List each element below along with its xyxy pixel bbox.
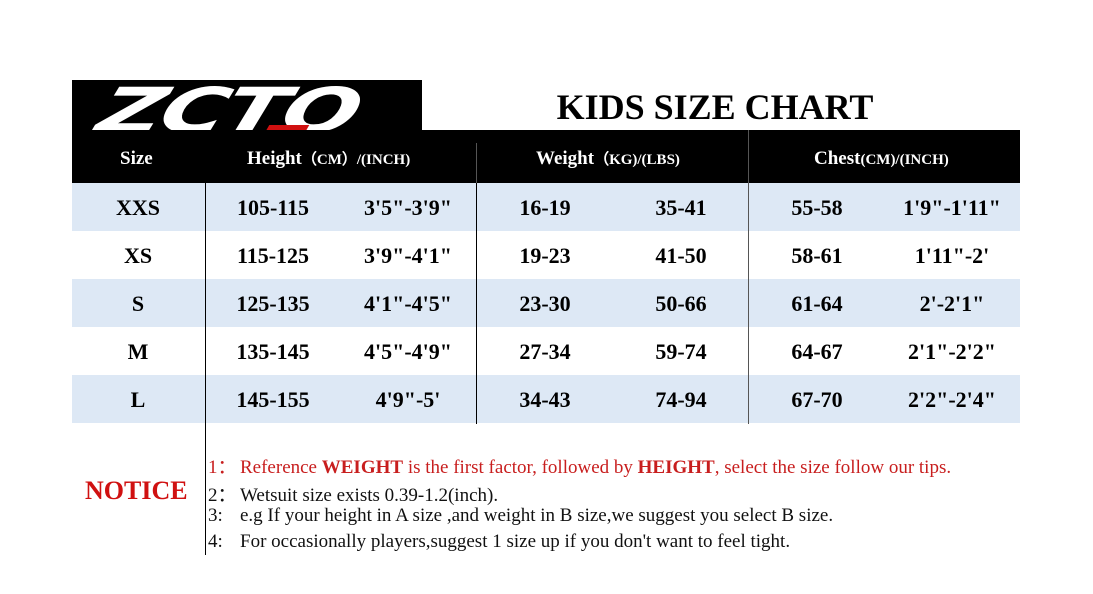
header-chest: Chest(CM)/(INCH) <box>814 148 949 169</box>
cell-height-in: 4'9"-5' <box>375 387 441 412</box>
cell-height-in: 3'9"-4'1" <box>364 243 452 268</box>
notice-label: NOTICE <box>85 476 188 505</box>
table-row: M 135-145 4'5"-4'9" 27-34 59-74 64-67 2'1"-2'2… <box>72 327 1020 375</box>
cell-weight-kg: 34-43 <box>519 387 571 412</box>
cell-weight-kg: 19-23 <box>519 243 571 268</box>
cell-chest-in: 1'11"-2' <box>914 243 990 268</box>
cell-weight-lbs: 41-50 <box>655 243 707 268</box>
cell-chest-in: 2'2"-2'4" <box>908 387 996 412</box>
cell-chest-cm: 64-67 <box>791 339 843 364</box>
table-row: XXS 105-115 3'5"-3'9" 16-19 35-41 55-58 1'9"-1… <box>72 183 1020 231</box>
cell-chest-cm: 58-61 <box>791 243 843 268</box>
cell-height-in: 4'5"-4'9" <box>364 339 452 364</box>
cell-height-in: 3'5"-3'9" <box>364 195 452 220</box>
cell-chest-in: 1'9"-1'11" <box>903 195 1001 220</box>
table-header: Size Height（CM）/(INCH) Weight（KG)/(LBS) … <box>72 130 1020 183</box>
cell-chest-cm: 67-70 <box>791 387 843 412</box>
cell-chest-cm: 61-64 <box>791 291 843 316</box>
cell-height-cm: 135-145 <box>236 339 310 364</box>
notice-item-2: 2： Wetsuit size exists 0.39-1.2(inch). <box>208 485 499 506</box>
cell-weight-kg: 27-34 <box>519 339 571 364</box>
divider <box>476 143 477 183</box>
header-weight: Weight（KG)/(LBS) <box>536 148 680 169</box>
header-height: Height（CM）/(INCH) <box>247 148 411 169</box>
cell-size: XXS <box>115 195 161 220</box>
cell-height-in: 4'1"-4'5" <box>364 291 452 316</box>
cell-size: M <box>127 339 149 364</box>
cell-size: S <box>131 291 145 316</box>
table-row: XS 115-125 3'9"-4'1" 19-23 41-50 58-61 1'11"-2… <box>72 231 1020 279</box>
divider <box>748 130 749 424</box>
notice-item-1: 1： Reference WEIGHT is the first factor, … <box>208 457 952 478</box>
cell-weight-kg: 16-19 <box>519 195 571 220</box>
header-size: Size <box>120 148 153 169</box>
cell-weight-kg: 23-30 <box>519 291 571 316</box>
cell-height-cm: 105-115 <box>236 195 310 220</box>
table-row: S 125-135 4'1"-4'5" 23-30 50-66 61-64 2'-2'1" <box>72 279 1020 327</box>
cell-chest-in: 2'-2'1" <box>919 291 985 316</box>
cell-weight-lbs: 35-41 <box>655 195 707 220</box>
divider <box>476 183 477 424</box>
cell-chest-in: 2'1"-2'2" <box>908 339 996 364</box>
notice-item-3: 3: e.g If your height in A size ,and weig… <box>208 505 834 526</box>
page-title: KIDS SIZE CHART <box>556 87 874 127</box>
table-row: L 145-155 4'9"-5' 34-43 74-94 67-70 2'2"-2'4" <box>72 375 1020 423</box>
cell-weight-lbs: 59-74 <box>655 339 707 364</box>
cell-size: XS <box>123 243 153 268</box>
cell-height-cm: 145-155 <box>236 387 310 412</box>
notice-item-4: 4: For occasionally players,suggest 1 siz… <box>208 531 791 552</box>
cell-size: L <box>130 387 146 412</box>
cell-weight-lbs: 74-94 <box>655 387 707 412</box>
cell-weight-lbs: 50-66 <box>655 291 707 316</box>
divider <box>205 183 206 555</box>
cell-height-cm: 115-125 <box>236 243 310 268</box>
cell-chest-cm: 55-58 <box>791 195 843 220</box>
cell-height-cm: 125-135 <box>236 291 310 316</box>
